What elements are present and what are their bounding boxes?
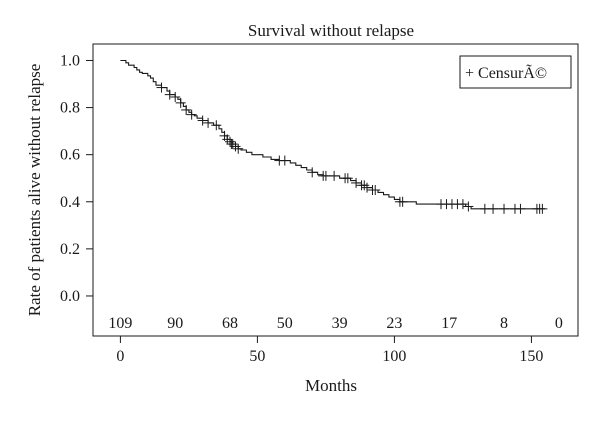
censor-mark: [203, 117, 214, 128]
censor-mark: [329, 170, 340, 181]
x-tick-label: 50: [249, 348, 265, 365]
x-axis: 0 50 100 150: [116, 336, 543, 365]
legend: + CensurÃ©: [459, 55, 572, 89]
censor-mark: [307, 167, 318, 178]
censor-mark: [537, 203, 548, 214]
censor-mark: [362, 182, 373, 193]
at-risk-label: 23: [386, 315, 402, 332]
x-tick-label: 150: [519, 348, 543, 365]
plot-frame: [92, 43, 579, 337]
censor-mark: [463, 201, 474, 212]
y-tick-label: 0.0: [60, 288, 80, 305]
censor-mark: [175, 97, 186, 108]
x-tick-label: 0: [116, 348, 124, 365]
legend-entry-censored: + CensurÃ©: [465, 64, 547, 82]
censor-mark: [181, 104, 192, 115]
x-tick-label: 100: [382, 348, 406, 365]
censor-mark: [499, 203, 510, 214]
censor-mark: [397, 196, 408, 207]
y-tick-label: 0.4: [60, 194, 80, 211]
y-tick-label: 0.6: [60, 147, 80, 164]
censor-mark: [211, 120, 222, 131]
y-tick-label: 1.0: [60, 52, 80, 69]
at-risk-label: 17: [441, 315, 457, 332]
at-risk-label: 50: [277, 315, 293, 332]
censor-mark: [515, 203, 526, 214]
censor-mark: [279, 155, 290, 166]
censor-mark: [222, 134, 233, 145]
at-risk-label: 109: [108, 315, 132, 332]
censor-mark: [342, 173, 353, 184]
censor-mark: [230, 141, 241, 152]
censor-mark: [164, 89, 175, 100]
at-risk-label: 68: [222, 315, 238, 332]
censor-mark: [225, 136, 236, 147]
censor-mark: [351, 177, 362, 188]
at-risk-layer: 109 90 68 50 39 23 17 8 0: [108, 315, 562, 332]
censor-mark: [186, 109, 197, 120]
x-axis-label: Months: [305, 376, 357, 395]
censor-mark: [197, 115, 208, 126]
censor-marks-layer: [156, 82, 548, 214]
censor-mark: [156, 82, 167, 93]
censor-mark: [457, 199, 468, 210]
y-axis-label: Rate of patients alive without relapse: [25, 64, 44, 317]
censor-mark: [488, 203, 499, 214]
y-tick-label: 0.2: [60, 241, 80, 258]
censor-mark: [370, 185, 381, 195]
chart-title: Survival without relapse: [248, 21, 414, 40]
y-axis: 0.0 0.2 0.4 0.6 0.8 1.0: [60, 52, 93, 305]
legend-box: [459, 55, 572, 89]
at-risk-label: 8: [500, 315, 508, 332]
censor-mark: [359, 180, 370, 191]
censor-mark: [233, 143, 244, 154]
at-risk-label: 39: [332, 315, 348, 332]
at-risk-label: 0: [555, 315, 563, 332]
y-tick-label: 0.8: [60, 100, 80, 117]
at-risk-label: 90: [167, 315, 183, 332]
censor-mark: [227, 139, 238, 150]
censor-mark: [170, 91, 181, 102]
